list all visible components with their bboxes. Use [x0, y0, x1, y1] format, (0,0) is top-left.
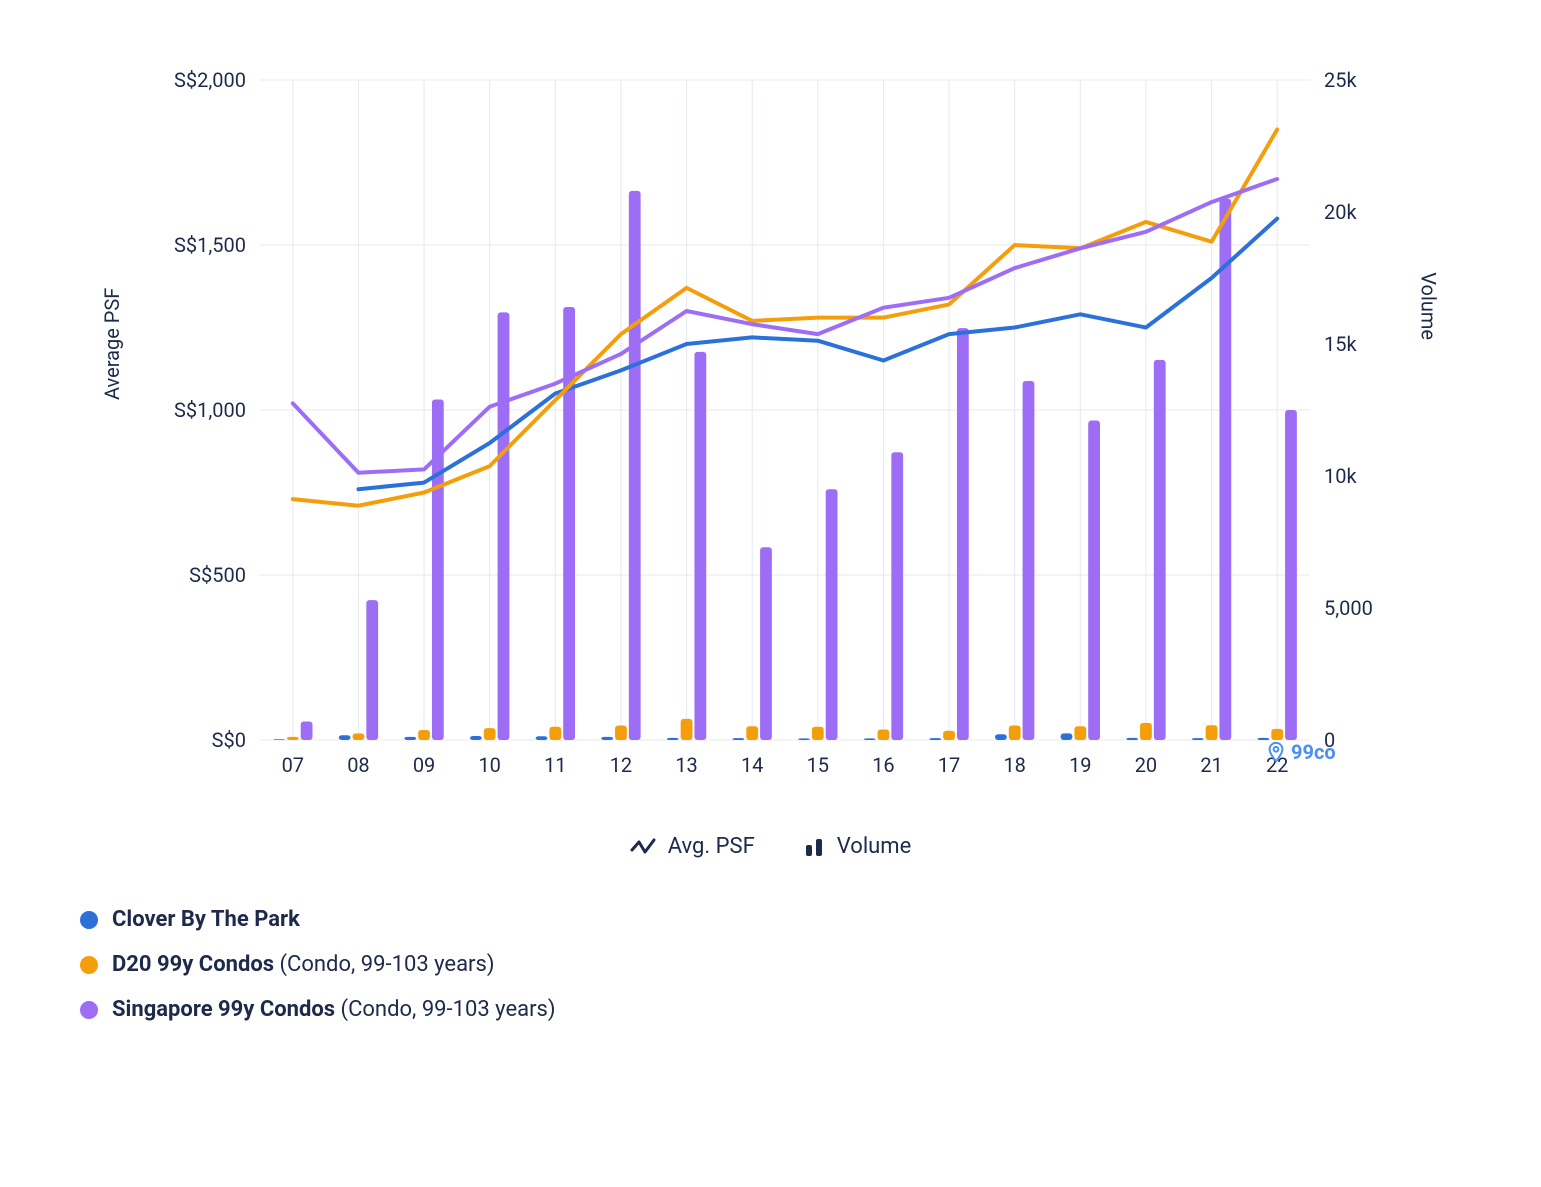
series-legend-item: Clover By The Park	[80, 907, 1461, 932]
bar-clover_vol	[1126, 738, 1138, 740]
x-tick-label: 11	[544, 753, 566, 777]
y-left-tick-label: S$1,000	[174, 398, 246, 422]
bar-sg_vol	[629, 191, 641, 740]
bar-d20_vol	[878, 729, 890, 740]
bar-clover_vol	[864, 738, 876, 740]
series-legend-item: D20 99y Condos (Condo, 99-103 years)	[80, 952, 1461, 977]
bar-clover_vol	[1192, 738, 1204, 740]
type-legend-volume-label: Volume	[837, 834, 912, 859]
x-tick-label: 18	[1003, 753, 1025, 777]
bar-d20_vol	[484, 728, 496, 740]
series-legend-dot	[80, 956, 98, 974]
bar-sg_vol	[366, 600, 378, 740]
bar-clover_vol	[273, 739, 285, 740]
combo-chart: S$0 S$500 S$1,000 S$1,500 S$2,000 07 08 09 10 11 1…	[80, 40, 1461, 820]
type-legend: Avg. PSF Volume	[80, 834, 1461, 859]
x-tick-label: 21	[1200, 753, 1222, 777]
type-legend-volume: Volume	[803, 834, 912, 859]
type-legend-avg-psf: Avg. PSF	[630, 834, 755, 859]
x-tick-label: 14	[741, 753, 763, 777]
x-tick-label: 20	[1135, 753, 1157, 777]
y-left-tick-label: S$0	[212, 728, 246, 752]
y-left-tick-label: S$500	[189, 563, 246, 587]
bar-sg_vol	[1219, 199, 1231, 740]
y-right-tick-label: 25k	[1324, 68, 1357, 92]
bar-clover_vol	[536, 736, 548, 740]
y-left-tick-label: S$1,500	[174, 233, 246, 257]
bar-clover_vol	[733, 738, 745, 740]
bar-d20_vol	[1206, 725, 1218, 740]
x-tick-label: 13	[675, 753, 697, 777]
x-tick-label: 17	[938, 753, 960, 777]
bar-d20_vol	[681, 719, 693, 740]
x-tick-label: 16	[872, 753, 894, 777]
y-left-axis-label: Average PSF	[100, 288, 124, 400]
watermark-text: 99co	[1291, 740, 1336, 764]
y-right-tick-label: 5,000	[1324, 596, 1373, 620]
x-tick-label: 10	[478, 753, 500, 777]
bar-sg_vol	[760, 547, 772, 740]
chart-container: Average PSF Volume S$0 S$500 S$1,000 S$1,50…	[80, 40, 1461, 824]
bar-clover_vol	[995, 734, 1007, 740]
y-left-tick-label: S$2,000	[174, 68, 246, 92]
bar-clover_vol	[601, 737, 613, 740]
bar-sg_vol	[891, 452, 903, 740]
bar-d20_vol	[812, 727, 824, 740]
bar-sg_vol	[1088, 421, 1100, 740]
watermark-99co: 99co	[1265, 740, 1336, 764]
bar-d20_vol	[418, 730, 430, 740]
series-legend: Clover By The Park D20 99y Condos (Condo,…	[80, 907, 1461, 1022]
chart-page: Average PSF Volume S$0 S$500 S$1,000 S$1,50…	[0, 0, 1541, 1187]
bar-sg_vol	[1023, 381, 1035, 740]
bar-clover_vol	[339, 735, 351, 740]
bar-d20_vol	[353, 733, 365, 740]
x-tick-label: 19	[1069, 753, 1091, 777]
map-pin-icon	[1265, 741, 1287, 763]
bar-sg_vol	[694, 352, 706, 740]
bar-clover_vol	[667, 738, 679, 740]
bar-sg_vol	[498, 312, 510, 740]
bar-d20_vol	[1140, 723, 1152, 740]
bar-series-icon	[803, 836, 825, 858]
bar-sg_vol	[563, 307, 575, 740]
y-right-tick-label: 10k	[1324, 464, 1357, 488]
bar-clover_vol	[470, 736, 482, 740]
series-legend-dot	[80, 911, 98, 929]
bar-d20_vol	[746, 726, 758, 740]
y-right-axis-label: Volume	[1417, 272, 1441, 340]
bar-clover_vol	[798, 738, 810, 740]
y-right-tick-label: 20k	[1324, 200, 1357, 224]
bar-sg_vol	[301, 722, 313, 740]
type-legend-avg-psf-label: Avg. PSF	[668, 834, 755, 859]
y-right-tick-label: 15k	[1324, 332, 1357, 356]
bar-d20_vol	[1074, 726, 1086, 740]
series-legend-item: Singapore 99y Condos (Condo, 99-103 year…	[80, 997, 1461, 1022]
x-tick-label: 08	[347, 753, 369, 777]
series-legend-text: D20 99y Condos (Condo, 99-103 years)	[112, 952, 495, 977]
x-tick-label: 15	[807, 753, 829, 777]
bar-sg_vol	[957, 328, 969, 740]
bar-clover_vol	[1061, 733, 1073, 740]
bar-d20_vol	[1271, 729, 1283, 740]
x-tick-label: 12	[610, 753, 632, 777]
bar-sg_vol	[1154, 360, 1166, 740]
line-series-icon	[630, 836, 656, 858]
bar-d20_vol	[615, 725, 627, 740]
series-legend-dot	[80, 1001, 98, 1019]
bar-sg_vol	[826, 489, 838, 740]
series-legend-text: Singapore 99y Condos (Condo, 99-103 year…	[112, 997, 556, 1022]
bar-d20_vol	[549, 727, 561, 740]
bar-d20_vol	[943, 731, 955, 740]
x-tick-label: 07	[282, 753, 304, 777]
bar-clover_vol	[929, 738, 941, 740]
bar-d20_vol	[287, 737, 299, 740]
series-legend-text: Clover By The Park	[112, 907, 300, 932]
bar-sg_vol	[1285, 410, 1297, 740]
x-tick-label: 09	[413, 753, 435, 777]
bar-d20_vol	[1009, 725, 1021, 740]
bar-clover_vol	[404, 737, 416, 740]
